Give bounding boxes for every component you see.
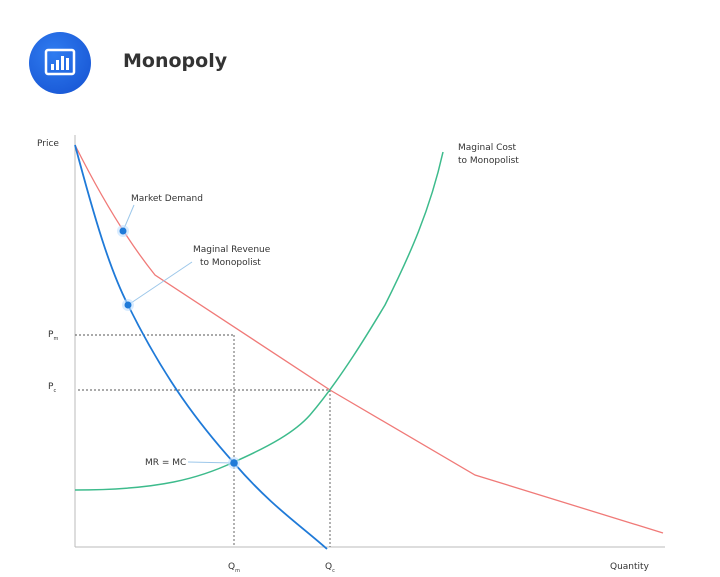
equilibrium-leader xyxy=(187,461,235,464)
pm-label: Pm xyxy=(48,330,58,342)
logo-badge xyxy=(29,32,91,94)
page-title: Monopoly xyxy=(123,50,228,72)
mc-curve xyxy=(74,151,444,491)
y-axis-label: Price xyxy=(37,139,59,149)
equilibrium-point-core xyxy=(230,459,238,467)
qc-label: Qc xyxy=(325,562,335,574)
mr-label-line2: to Monopolist xyxy=(200,258,261,268)
qm-label: Qm xyxy=(228,562,240,574)
mr-label-line1: Maginal Revenue xyxy=(193,245,271,255)
demand-point-core xyxy=(119,227,127,235)
mr-point-core xyxy=(124,301,132,309)
mr-curve xyxy=(74,144,328,550)
mc-label-line1: Maginal Cost xyxy=(458,143,517,153)
x-axis-label: Quantity xyxy=(610,562,650,572)
bar-chart-icon xyxy=(44,48,76,76)
equilibrium-label: MR = MC xyxy=(145,458,186,468)
pc-label: Pc xyxy=(48,382,56,394)
demand-label: Market Demand xyxy=(131,194,203,204)
mc-label-line2: to Monopolist xyxy=(458,156,519,166)
mr-leader xyxy=(127,261,193,306)
